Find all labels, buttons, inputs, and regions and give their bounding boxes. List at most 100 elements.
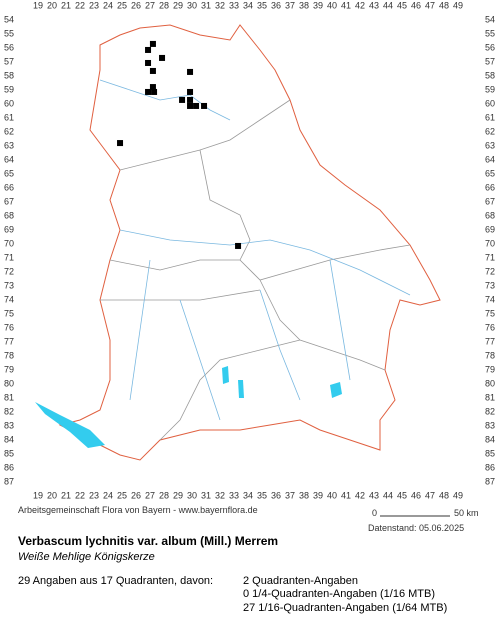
x-label-bottom: 32 [215, 490, 225, 500]
x-label-bottom: 40 [327, 490, 337, 500]
y-label-left: 76 [4, 322, 14, 332]
x-label-top: 32 [215, 0, 225, 10]
y-label-left: 65 [4, 168, 14, 178]
x-label-top: 39 [313, 0, 323, 10]
occurrence [179, 96, 186, 103]
y-label-right: 55 [485, 28, 495, 38]
x-label-bottom: 45 [397, 490, 407, 500]
x-label-bottom: 29 [173, 490, 183, 500]
x-label-top: 24 [103, 0, 113, 10]
y-label-left: 62 [4, 126, 14, 136]
x-label-top: 44 [383, 0, 393, 10]
y-label-right: 75 [485, 308, 495, 318]
y-label-left: 80 [4, 378, 14, 388]
x-label-top: 45 [397, 0, 407, 10]
x-label-top: 41 [341, 0, 351, 10]
y-label-left: 78 [4, 350, 14, 360]
lake-chiemsee [330, 382, 342, 398]
x-label-bottom: 37 [285, 490, 295, 500]
y-label-left: 69 [4, 224, 14, 234]
y-label-right: 64 [485, 154, 495, 164]
x-label-top: 22 [75, 0, 85, 10]
y-label-left: 71 [4, 252, 14, 262]
y-label-right: 61 [485, 112, 495, 122]
y-label-left: 83 [4, 420, 14, 430]
occurrence [193, 102, 200, 109]
y-label-left: 63 [4, 140, 14, 150]
x-label-top: 34 [243, 0, 253, 10]
y-label-left: 84 [4, 434, 14, 444]
credit: Arbeitsgemeinschaft Flora von Bayern - w… [18, 505, 258, 515]
occurrence [149, 84, 156, 91]
y-label-left: 82 [4, 406, 14, 416]
y-label-right: 67 [485, 196, 495, 206]
x-label-bottom: 42 [355, 490, 365, 500]
occurrence [117, 140, 124, 147]
occurrence [151, 88, 158, 95]
y-label-right: 71 [485, 252, 495, 262]
x-label-bottom: 39 [313, 490, 323, 500]
x-label-bottom: 44 [383, 490, 393, 500]
y-label-left: 74 [4, 294, 14, 304]
occurrence [187, 88, 194, 95]
x-label-top: 27 [145, 0, 155, 10]
occurrence [149, 40, 156, 47]
x-label-bottom: 31 [201, 490, 211, 500]
y-label-right: 78 [485, 350, 495, 360]
x-label-top: 25 [117, 0, 127, 10]
y-label-left: 73 [4, 280, 14, 290]
x-label-top: 42 [355, 0, 365, 10]
y-label-left: 87 [4, 476, 14, 486]
title: Verbascum lychnitis var. album (Mill.) M… [18, 534, 278, 548]
x-label-bottom: 46 [411, 490, 421, 500]
x-label-bottom: 36 [271, 490, 281, 500]
x-label-top: 43 [369, 0, 379, 10]
x-label-top: 35 [257, 0, 267, 10]
x-label-top: 21 [61, 0, 71, 10]
y-label-left: 79 [4, 364, 14, 374]
lake-ammersee [222, 366, 229, 384]
y-label-right: 85 [485, 448, 495, 458]
y-label-right: 80 [485, 378, 495, 388]
x-label-bottom: 41 [341, 490, 351, 500]
y-label-right: 82 [485, 406, 495, 416]
x-label-bottom: 28 [159, 490, 169, 500]
y-label-right: 57 [485, 56, 495, 66]
x-label-bottom: 21 [61, 490, 71, 500]
y-label-right: 63 [485, 140, 495, 150]
occurrence [201, 102, 208, 109]
y-label-left: 70 [4, 238, 14, 248]
occurrence-points [117, 40, 242, 249]
x-label-top: 36 [271, 0, 281, 10]
x-label-top: 20 [47, 0, 57, 10]
x-label-top: 31 [201, 0, 211, 10]
occurrence [187, 96, 194, 103]
date: Datenstand: 05.06.2025 [368, 523, 464, 533]
x-label-top: 37 [285, 0, 295, 10]
y-label-right: 84 [485, 434, 495, 444]
y-label-right: 72 [485, 266, 495, 276]
y-label-right: 77 [485, 336, 495, 346]
occurrence [145, 59, 152, 66]
x-label-top: 46 [411, 0, 421, 10]
y-label-left: 60 [4, 98, 14, 108]
occurrence [235, 242, 242, 249]
y-label-left: 68 [4, 210, 14, 220]
y-label-right: 69 [485, 224, 495, 234]
y-label-left: 66 [4, 182, 14, 192]
bavaria-border [58, 24, 441, 461]
y-label-left: 54 [4, 14, 14, 24]
y-label-right: 65 [485, 168, 495, 178]
x-label-bottom: 49 [453, 490, 463, 500]
y-label-left: 59 [4, 84, 14, 94]
x-label-top: 49 [453, 0, 463, 10]
axis-labels: 19 19 20 20 21 21 22 22 23 23 24 24 25 25 26 26 27 27 28 28… [4, 0, 495, 500]
rivers [99, 79, 411, 421]
y-label-right: 56 [485, 42, 495, 52]
y-label-left: 64 [4, 154, 14, 164]
x-label-top: 28 [159, 0, 169, 10]
x-label-bottom: 27 [145, 490, 155, 500]
x-label-top: 33 [229, 0, 239, 10]
y-label-right: 81 [485, 392, 495, 402]
